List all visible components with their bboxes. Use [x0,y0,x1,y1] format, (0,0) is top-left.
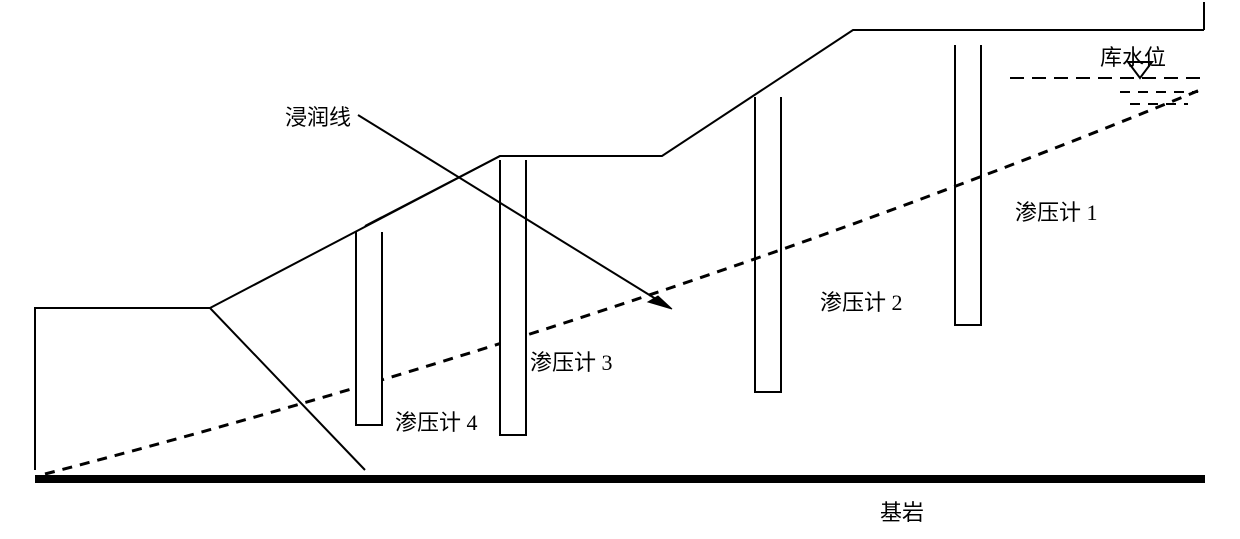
phreatic-line [45,90,1200,474]
piezometer-3-label: 渗压计 3 [530,345,613,377]
piezometer-4-label: 渗压计 4 [395,405,478,437]
diagram-canvas [0,0,1240,539]
piezometer-1-label: 渗压计 1 [1015,195,1098,227]
phreatic-annotation-arrow-head [648,296,672,309]
reservoir-level-label: 库水位 [1100,40,1166,72]
piezometer-2-tube [755,97,781,392]
bedrock-label: 基岩 [880,495,924,527]
piezometer-3-tube [500,160,526,435]
piezometer-2-label: 渗压计 2 [820,285,903,317]
dam-block-lower [35,308,365,470]
piezometer-4-tube [356,232,382,425]
phreatic-line-label: 浸润线 [285,100,351,132]
